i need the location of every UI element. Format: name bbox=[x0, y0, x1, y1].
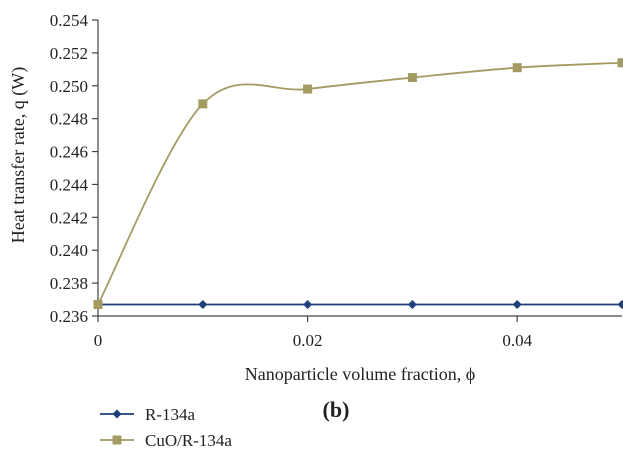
series-layer bbox=[93, 58, 623, 309]
legend-label: R-134a bbox=[145, 405, 196, 424]
series-r-134a bbox=[93, 299, 623, 309]
y-tick-group: 0.236 0.238 0.240 0.242 0.244 0.246 0.248 0.250… bbox=[50, 11, 98, 326]
x-tick-label: 0.02 bbox=[293, 331, 323, 350]
x-tick-group: 0 0.02 0.04 bbox=[94, 316, 533, 350]
series-line bbox=[97, 61, 623, 305]
data-point bbox=[407, 299, 417, 309]
y-tick-label: 0.244 bbox=[50, 175, 89, 194]
x-tick-label: 0 bbox=[94, 331, 103, 350]
y-tick-label: 0.246 bbox=[50, 143, 88, 162]
legend-item: CuO/R-134a bbox=[100, 431, 232, 450]
y-tick-label: 0.252 bbox=[50, 44, 88, 63]
y-tick-label: 0.250 bbox=[50, 77, 88, 96]
data-point bbox=[93, 299, 103, 309]
data-point bbox=[617, 58, 623, 68]
y-tick-label: 0.236 bbox=[50, 307, 88, 326]
y-tick-label: 0.240 bbox=[50, 241, 88, 260]
series-cuo-r-134a bbox=[93, 58, 623, 309]
y-tick-label: 0.254 bbox=[50, 11, 89, 30]
data-point bbox=[198, 299, 208, 309]
legend-item: R-134a bbox=[100, 405, 196, 424]
data-point bbox=[617, 299, 623, 309]
data-point bbox=[512, 63, 522, 73]
legend-marker bbox=[112, 435, 122, 445]
data-point bbox=[303, 84, 313, 94]
y-axis-title: Heat transfer rate, q (W) bbox=[8, 67, 29, 243]
legend: R-134a CuO/R-134a bbox=[100, 405, 232, 450]
legend-marker bbox=[112, 409, 122, 419]
x-tick-label: 0.04 bbox=[502, 331, 532, 350]
data-point bbox=[303, 299, 313, 309]
panel-label: (b) bbox=[323, 397, 350, 422]
data-point bbox=[198, 99, 208, 109]
legend-label: CuO/R-134a bbox=[145, 431, 232, 450]
x-axis-title: Nanoparticle volume fraction, ϕ bbox=[245, 364, 475, 384]
data-point bbox=[512, 299, 522, 309]
y-tick-label: 0.248 bbox=[50, 110, 88, 129]
y-tick-label: 0.242 bbox=[50, 208, 88, 227]
y-tick-label: 0.238 bbox=[50, 274, 88, 293]
data-point bbox=[407, 73, 417, 83]
